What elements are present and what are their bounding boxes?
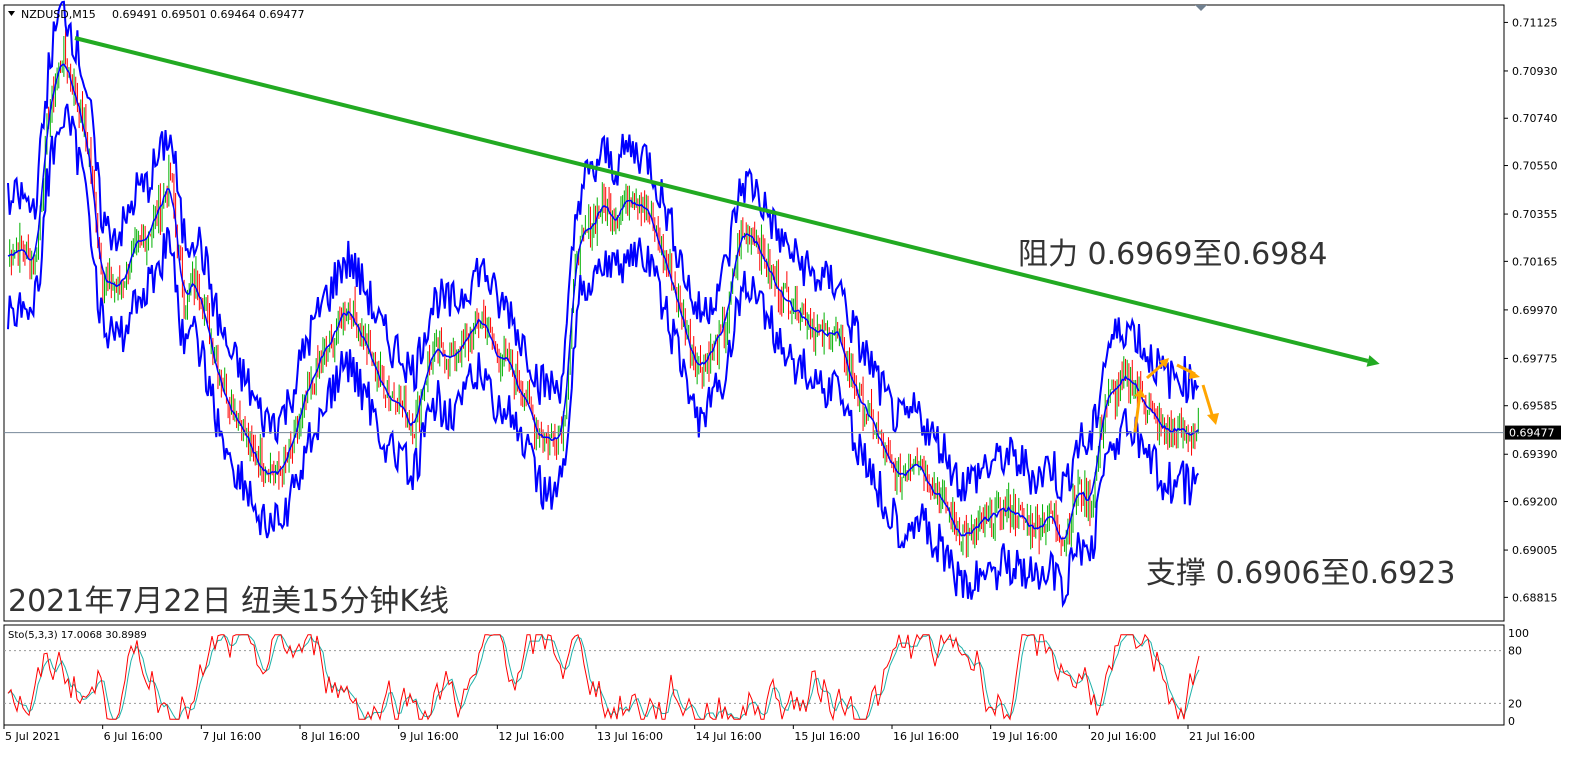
price-tick-label: 0.69200 [1512,496,1558,509]
price-tick-label: 0.69775 [1512,352,1558,365]
down-arrow-2-icon [1201,384,1215,419]
price-tick-label: 0.70165 [1512,255,1558,268]
sto-main-line [7,633,1200,722]
time-tick-label: 7 Jul 16:00 [202,730,261,743]
axis-layer: 0.71125 0.70930 0.70740 0.70550 0.70355 0.701… [3,16,1558,743]
down-arrowhead-2-icon [1207,413,1219,425]
price-tick-label: 0.69970 [1512,304,1558,317]
ohlc-values: 0.69491 0.69501 0.69464 0.69477 [112,8,304,21]
reversal-arrows [1133,358,1219,433]
time-tick-label: 19 Jul 16:00 [992,730,1058,743]
sto-tick-label: 100 [1508,627,1529,640]
time-tick-label: 12 Jul 16:00 [498,730,564,743]
bands-layer [7,0,1200,609]
up-arrow-1-icon [1133,392,1142,433]
price-tick-label: 0.70355 [1512,208,1558,221]
shift-marker-icon[interactable] [1195,5,1207,11]
price-tick-label: 0.69005 [1512,544,1558,557]
price-tick-label: 0.70930 [1512,65,1558,78]
main-chart-frame [3,4,1505,622]
resistance-trendline [74,36,1369,363]
sto-header-label: Sto(5,3,3) 17.0068 30.8989 [8,630,147,641]
up-arrowhead-1-icon [1134,389,1146,398]
lower-band-line [7,103,1200,609]
trendline-arrowhead-icon [1366,355,1380,367]
support-annotation: 支撑 0.6906至0.6923 [1146,556,1455,591]
sto-signal-line [7,633,1200,720]
up-arrow-2-icon [1146,360,1166,380]
price-tick-label: 0.71125 [1512,16,1558,29]
price-tick-label: 0.70550 [1512,160,1558,173]
time-tick-label: 6 Jul 16:00 [104,730,163,743]
time-tick-label: 13 Jul 16:00 [597,730,663,743]
time-tick-label: 9 Jul 16:00 [400,730,459,743]
time-tick-label: 14 Jul 16:00 [696,730,762,743]
chart-title: 2021年7月22日 纽美15分钟K线 [8,584,449,619]
time-tick-label: 16 Jul 16:00 [893,730,959,743]
stochastic-layer: 100 80 20 0 [4,627,1529,728]
price-tick-label: 0.69390 [1512,448,1558,461]
time-tick-label: 15 Jul 16:00 [794,730,860,743]
sto-tick-label: 80 [1508,645,1522,658]
time-tick-label: 21 Jul 16:00 [1189,730,1255,743]
time-tick-label: 20 Jul 16:00 [1090,730,1156,743]
price-tick-label: 0.69585 [1512,400,1558,413]
price-tick-label: 0.68815 [1512,591,1558,604]
price-tick-label: 0.70740 [1512,112,1558,125]
sto-tick-label: 20 [1508,697,1522,710]
resistance-annotation: 阻力 0.6969至0.6984 [1018,237,1327,272]
current-price-label: 0.69477 [1509,427,1555,440]
down-arrowhead-1-icon [1189,369,1200,379]
sto-tick-label: 0 [1508,715,1515,728]
dropdown-triangle-icon[interactable] [8,11,15,16]
time-tick-label: 8 Jul 16:00 [301,730,360,743]
symbol-label: NZDUSD,M15 [21,8,96,21]
middle-band-line [7,63,1199,540]
current-price-box [1505,425,1561,440]
up-arrowhead-2-icon [1159,358,1169,368]
upper-band-line [7,0,1200,504]
time-tick-label: 5 Jul 2021 [5,730,60,743]
